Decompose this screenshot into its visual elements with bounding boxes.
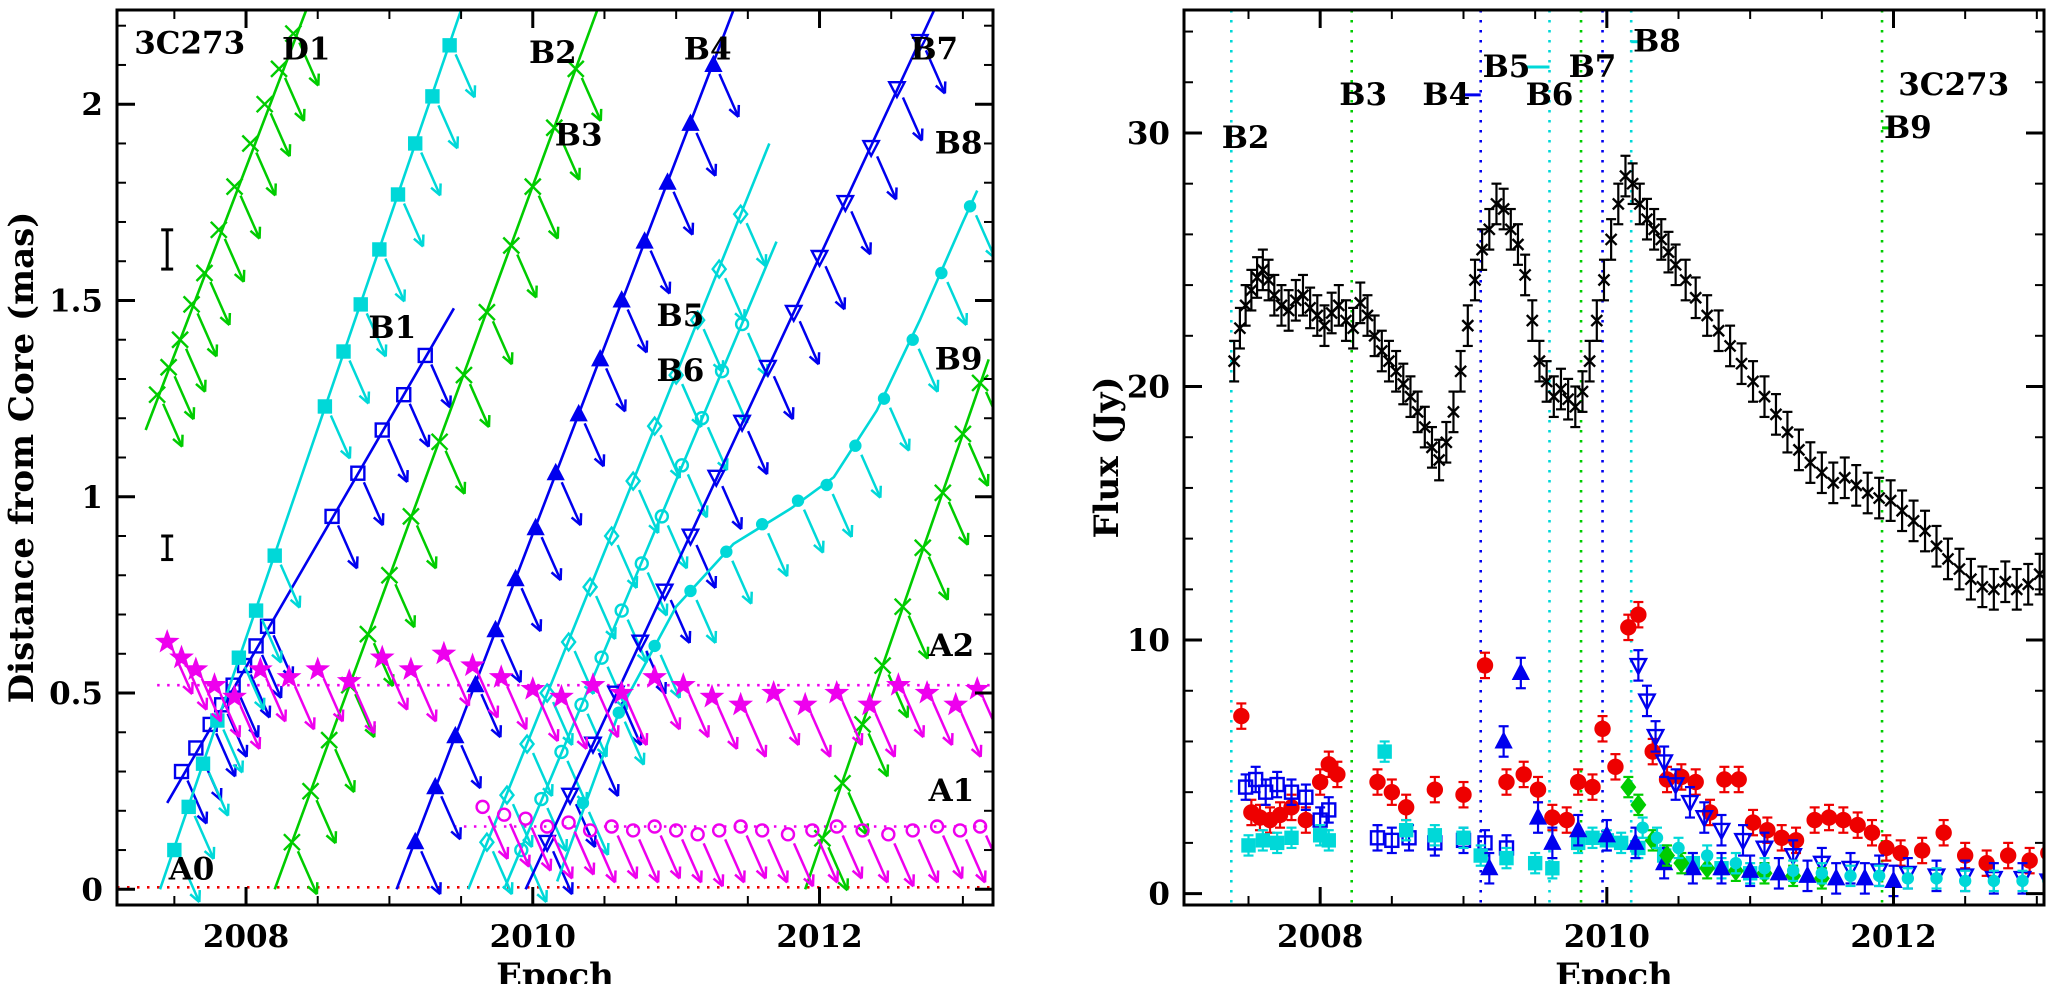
label-3c273: 3C273 [1898, 67, 2009, 103]
label-b4: B4 [684, 31, 732, 67]
y-tick-label: 0 [81, 872, 103, 908]
label-b4: B4 [1422, 77, 1470, 113]
label-b2: B2 [1222, 120, 1270, 156]
label-b1: B1 [368, 310, 416, 346]
x-tick-label: 2012 [1850, 919, 1936, 955]
series-A0 [1233, 600, 2044, 877]
distance-ylabel: Distance from Core (mas) [2, 212, 42, 704]
x-tick-label: 2010 [1564, 919, 1650, 955]
flux-plot-region [1227, 10, 2044, 905]
y-tick-label: 2 [81, 87, 103, 123]
x-tick-label: 2008 [203, 919, 289, 955]
y-tick-label: 10 [1127, 623, 1170, 659]
panel-distance: 2008 2010 2012 0 0.5 1 1.5 2 3C273 D1 B2 B4 B7 B3 B1 B5… [2, 8, 995, 984]
series-B5 [467, 142, 771, 896]
series-B8 [1636, 816, 2044, 893]
label-a1: A1 [928, 773, 975, 809]
label-b2: B2 [529, 35, 577, 71]
label-a0: A0 [168, 852, 215, 888]
series-B8 [555, 190, 993, 882]
series-A1 [475, 799, 993, 888]
label-a2: A2 [928, 628, 975, 664]
distance-xlabel: Epoch [496, 956, 614, 984]
label-b3: B3 [1339, 77, 1387, 113]
label-b8: B8 [935, 125, 983, 161]
y-tick-label: 1.5 [49, 283, 103, 319]
label-b9: B9 [935, 341, 983, 377]
series-B9 [803, 358, 993, 892]
label-b7: B7 [1569, 49, 1617, 85]
y-tick-label: 30 [1127, 116, 1170, 152]
label-b5: B5 [657, 298, 705, 334]
flux-xlabel: Epoch [1555, 956, 1673, 984]
label-3c273: 3C273 [134, 25, 245, 61]
label-b9: B9 [1884, 110, 1932, 146]
series-B2 [158, 10, 477, 903]
y-tick-label: 20 [1127, 370, 1170, 406]
series-B3 [273, 10, 603, 896]
label-b6: B6 [1526, 77, 1574, 113]
flux-ylabel: Flux (Jy) [1087, 377, 1127, 539]
series-total [1227, 154, 2044, 611]
label-d1: D1 [282, 31, 330, 67]
y-tick-label: 0 [1148, 877, 1170, 913]
label-b5: B5 [1483, 49, 1531, 85]
y-tick-label: 0.5 [49, 676, 103, 712]
flux-axes-frame [1182, 8, 2046, 907]
label-b6: B6 [657, 353, 705, 389]
distance-plot-region [117, 10, 993, 903]
label-b3: B3 [555, 118, 603, 154]
x-tick-label: 2010 [490, 919, 576, 955]
x-tick-label: 2012 [776, 919, 862, 955]
series-A2 [154, 628, 993, 758]
series-B4 [395, 10, 741, 896]
distance-ticks [117, 10, 993, 905]
x-tick-label: 2008 [1277, 919, 1363, 955]
label-b7: B7 [910, 31, 958, 67]
series-D1 [144, 10, 320, 448]
label-b8: B8 [1633, 24, 1681, 60]
flux-ticks [1184, 10, 2044, 905]
y-tick-label: 1 [81, 480, 103, 516]
series-B7 [524, 10, 947, 896]
